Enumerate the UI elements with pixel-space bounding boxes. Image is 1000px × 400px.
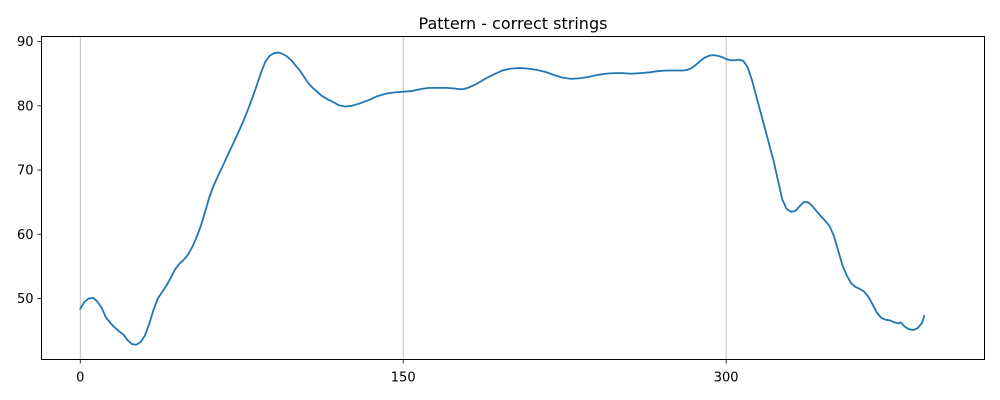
- x-tick-label: 300: [714, 371, 739, 386]
- series-layer: [79, 51, 926, 346]
- series-line: [79, 51, 926, 346]
- y-tick-label: 90: [17, 35, 34, 50]
- x-axis: 0 150 300: [76, 359, 739, 386]
- y-tick-label: 70: [17, 164, 34, 179]
- chart-title: Pattern - correct strings: [419, 14, 608, 33]
- y-tick-label: 80: [17, 99, 34, 114]
- grid-layer: [79, 36, 727, 360]
- x-tick-label: 150: [391, 371, 416, 386]
- plot-frame: [41, 36, 985, 360]
- y-tick-label: 50: [17, 292, 34, 307]
- y-tick-label: 60: [17, 228, 34, 243]
- x-tick-label: 0: [76, 371, 84, 386]
- y-axis: 50 60 70 80 90: [17, 35, 42, 307]
